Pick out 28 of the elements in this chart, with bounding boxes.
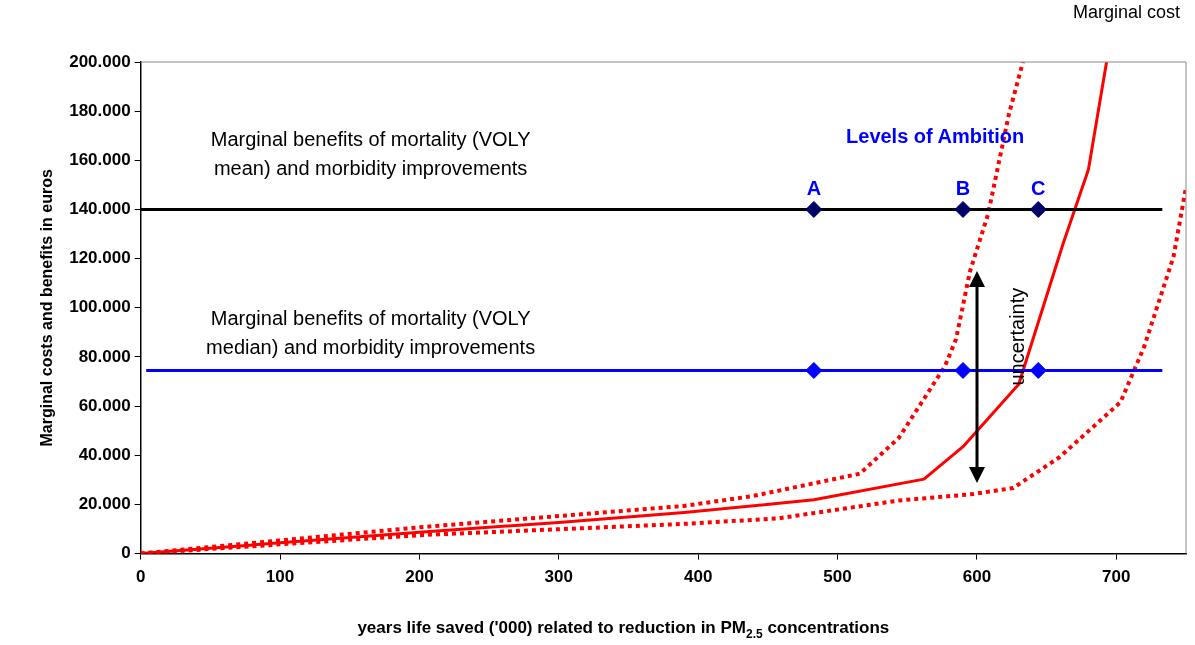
y-tick-label: 140.000 xyxy=(69,199,131,219)
data-label: A xyxy=(806,177,822,199)
y-tick-label: 100.000 xyxy=(69,297,131,317)
annotation: Levels of Ambition xyxy=(846,125,1025,148)
x-tick-label: 600 xyxy=(962,567,992,587)
y-tick-label: 80.000 xyxy=(78,346,131,366)
x-tick-label: 500 xyxy=(823,567,852,587)
y-tick-label: 60.000 xyxy=(78,395,131,415)
y-tick-label: 120.000 xyxy=(69,248,131,268)
series-label: Marginal benefits of mortality (VOLY median) and morbidity improvements xyxy=(206,307,536,359)
x-tick-label: 0 xyxy=(135,567,146,587)
y-tick-label: 20.000 xyxy=(78,494,131,514)
x-tick-label: 100 xyxy=(265,567,295,587)
x-tick-label: 200 xyxy=(405,567,434,587)
x-tick-label: 400 xyxy=(683,567,713,587)
y-tick-label: 180.000 xyxy=(69,100,131,120)
annotation: uncertainty xyxy=(1006,287,1029,386)
x-tick-label: 700 xyxy=(1102,567,1131,587)
y-tick-label: 160.000 xyxy=(69,150,131,170)
series-label: Marginal benefits of mortality (VOLY mean) and morbidity improvements xyxy=(210,128,531,180)
text: Marginal cost xyxy=(1073,1,1181,22)
data-label: B xyxy=(955,177,971,199)
y-tick-label: 40.000 xyxy=(78,444,131,464)
y-axis-title: Marginal costs and benefits in euros xyxy=(38,169,56,447)
data-label: C xyxy=(1031,177,1046,199)
y-tick-label: 200.000 xyxy=(69,51,131,71)
x-tick-label: 300 xyxy=(544,567,573,587)
y-tick-label: 0 xyxy=(121,543,131,563)
